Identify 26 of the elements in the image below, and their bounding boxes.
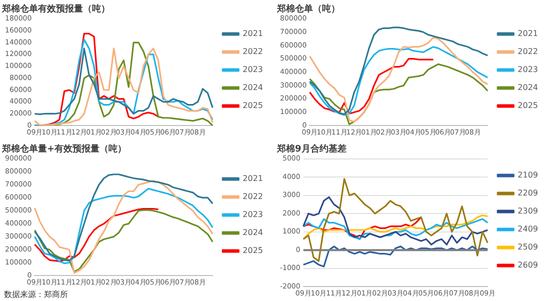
- legend-label: 2109: [518, 170, 538, 180]
- legend-label: 2024: [242, 83, 263, 92]
- legend-label: 2509: [518, 242, 538, 252]
- legend-label: 2022: [518, 47, 538, 56]
- chart-title: 郑棉9月合约基差: [276, 144, 346, 155]
- legend-label: 2025: [242, 246, 263, 256]
- legend-label: 2309: [518, 206, 538, 216]
- legend-label: 2025: [242, 101, 263, 110]
- legend-label: 2021: [518, 29, 538, 38]
- legend-label: 2025: [518, 101, 538, 110]
- legend-label: 2021: [242, 174, 263, 184]
- legend-label: 2209: [518, 188, 538, 198]
- chart-title: 郑棉仓单（吨）: [276, 4, 340, 15]
- legend-label: 2024: [242, 228, 263, 238]
- source-note: 数据来源：郑商所: [3, 290, 69, 300]
- legend-label: 2409: [518, 224, 538, 234]
- chart-title: 郑棉仓单有效预报量（吨）: [1, 4, 110, 15]
- legend-label: 2609: [518, 260, 538, 270]
- chart-title: 郑棉仓单量+有效预报量（吨）: [1, 144, 127, 155]
- legend-label: 2023: [518, 65, 538, 74]
- legend-label: 2023: [242, 65, 263, 74]
- legend-label: 2023: [242, 210, 263, 220]
- legend-label: 2022: [242, 192, 263, 202]
- legend-label: 2022: [242, 47, 263, 56]
- legend-label: 2021: [242, 29, 263, 38]
- legend-label: 2024: [518, 83, 538, 92]
